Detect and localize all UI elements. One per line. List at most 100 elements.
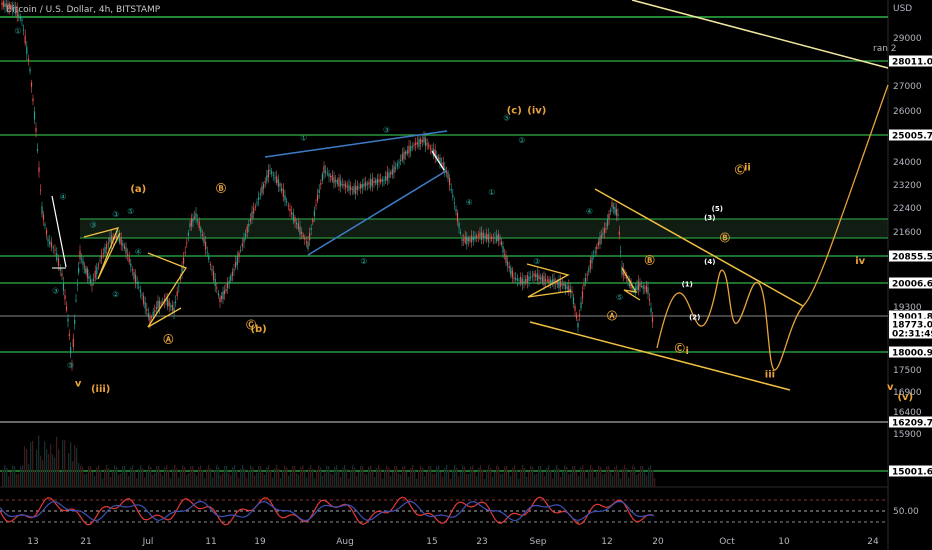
volume-bar	[114, 465, 116, 487]
candle-body	[456, 212, 459, 222]
volume-bar	[204, 477, 206, 487]
candle-body	[331, 175, 333, 181]
volume-bar	[618, 470, 620, 487]
candle-body	[59, 267, 61, 271]
candle-body	[5, 4, 8, 7]
volume-bar	[628, 477, 630, 487]
candle-body	[586, 274, 588, 276]
candle-body	[107, 242, 109, 245]
candle-body	[497, 233, 499, 242]
long-term-trendline	[631, 0, 889, 69]
candle-body	[64, 295, 66, 300]
price-label-box	[889, 250, 932, 262]
volume-bar	[192, 465, 194, 487]
candle-body	[365, 181, 367, 187]
candle-body	[27, 59, 29, 61]
x-tick-label: 24	[867, 537, 879, 547]
candle-body	[381, 179, 383, 182]
candle-body	[353, 186, 355, 193]
wave-label: (1)	[682, 281, 693, 289]
volume-bar	[514, 465, 516, 487]
candle-body	[186, 242, 188, 244]
candle-body	[258, 197, 260, 200]
volume-bar	[654, 477, 656, 487]
candle-body	[445, 170, 447, 173]
candle-body	[530, 276, 532, 278]
volume-bar	[40, 455, 42, 487]
candle-body	[227, 282, 229, 289]
volume-bar	[182, 465, 184, 487]
price-label-box	[889, 465, 932, 477]
volume-bar	[66, 469, 68, 487]
candle-body	[75, 299, 77, 301]
volume-bar	[408, 476, 410, 487]
volume-bar	[390, 476, 392, 487]
candle-body	[317, 194, 319, 201]
candle-body	[648, 298, 651, 301]
candle-body	[83, 265, 86, 267]
y-tick-label: 29000	[893, 34, 922, 44]
volume-bar	[468, 473, 470, 487]
candle-body	[193, 216, 196, 219]
candle-body	[496, 235, 498, 242]
candle-body	[138, 286, 140, 288]
candle-body	[220, 295, 223, 299]
volume-bar	[228, 472, 230, 487]
volume-bar	[580, 467, 582, 487]
candle-body	[256, 202, 258, 204]
triangle-pattern	[621, 267, 641, 301]
candle-body	[313, 210, 315, 217]
volume-bar	[296, 473, 298, 487]
candle-body	[36, 149, 39, 152]
candle-body	[591, 257, 593, 264]
volume-bar	[288, 475, 290, 487]
candle-body	[558, 279, 560, 289]
price-label-box	[889, 129, 932, 141]
candle-body	[296, 222, 298, 225]
volume-bar	[68, 453, 70, 487]
candle-body	[391, 169, 393, 175]
candle-body	[612, 206, 615, 209]
volume-bar	[350, 470, 352, 487]
candle-body	[589, 260, 591, 269]
wedge-top-line	[594, 188, 804, 307]
candle-body	[41, 206, 43, 215]
candle-body	[266, 175, 268, 182]
y-tick-label: 16900	[893, 388, 922, 398]
volume-bar	[176, 468, 178, 487]
candle-body	[128, 257, 130, 263]
candle-body	[398, 162, 400, 164]
y-tick-label: 22400	[893, 204, 922, 214]
volume-bar	[106, 465, 108, 487]
candle-body	[230, 275, 232, 281]
candle-body	[477, 235, 479, 237]
volume-bar	[64, 440, 66, 487]
volume-bar	[156, 466, 158, 487]
x-tick-label: 23	[476, 537, 487, 547]
candle-body	[458, 222, 460, 228]
candle-body	[157, 300, 159, 309]
candle-body	[88, 276, 90, 279]
candle-body	[356, 186, 358, 190]
volume-bar	[406, 471, 408, 487]
candle-body	[575, 314, 578, 319]
volume-bar	[448, 469, 450, 487]
wave-label: ⑤	[616, 293, 623, 302]
volume-bar	[38, 435, 40, 487]
candle-body	[528, 276, 530, 281]
candle-body	[403, 151, 405, 160]
wave-label: ①	[14, 26, 21, 35]
wave-line	[431, 150, 445, 171]
volume-bar	[128, 475, 130, 487]
volume-bar	[242, 465, 244, 487]
volume-bar	[268, 465, 270, 487]
volume-bar	[330, 473, 332, 487]
volume-bar	[334, 466, 336, 487]
volume-bar	[358, 472, 360, 487]
volume-bar	[522, 465, 524, 487]
candle-body	[112, 236, 114, 240]
candle-body	[464, 236, 466, 243]
wave-label: (5)	[712, 205, 723, 213]
candle-body	[500, 241, 503, 245]
